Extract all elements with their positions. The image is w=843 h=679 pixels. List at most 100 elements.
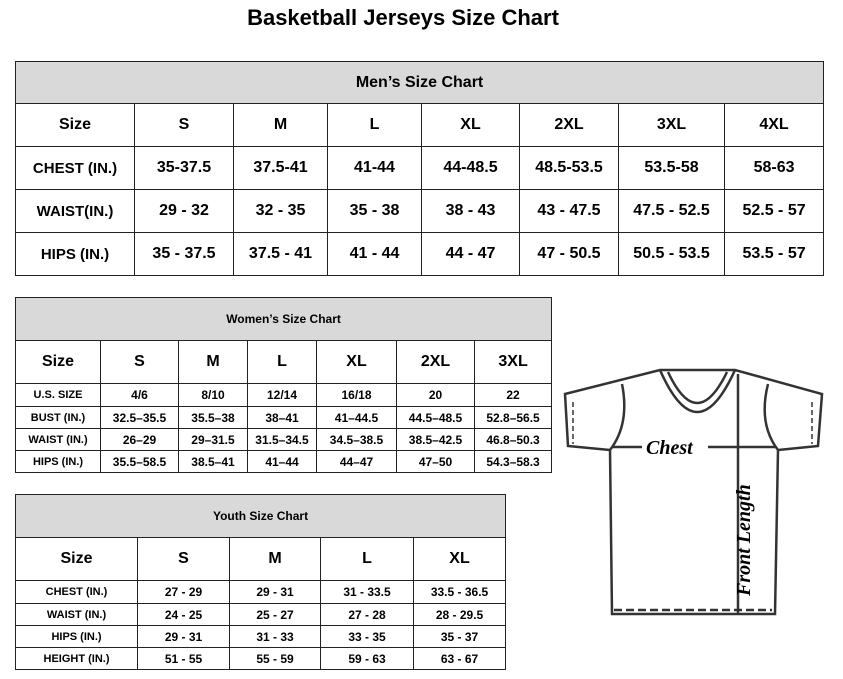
table-cell: 46.8–50.3	[473, 428, 553, 451]
table-cell: 29–31.5	[178, 428, 248, 451]
table-cell: 8/10	[178, 383, 248, 407]
table-row: CHEST (IN.) 27 - 29 29 - 31 31 - 33.5 33.5 -…	[15, 580, 507, 604]
table-cell: 31.5–34.5	[247, 428, 317, 451]
table-cell: 25 - 27	[229, 603, 321, 626]
jersey-diagram: Chest Front Length	[563, 368, 824, 616]
column-header: 4XL	[723, 103, 825, 147]
table-cell: 41–44.5	[316, 406, 397, 429]
table-cell: 52.8–56.5	[473, 406, 553, 429]
table-cell: 48.5-53.5	[519, 146, 619, 190]
column-header: Size	[15, 103, 135, 147]
table-row: WAIST (IN.) 24 - 25 25 - 27 27 - 28 28 - 29.…	[15, 603, 507, 626]
table-cell: 38–41	[247, 406, 317, 429]
table-cell: 32.5–35.5	[100, 406, 179, 429]
table-cell: 28 - 29.5	[412, 603, 507, 626]
womens-size-table: Women’s Size Chart Size S M L XL 2XL 3XL U.S. SI…	[14, 297, 553, 473]
table-cell: 35-37.5	[134, 146, 234, 190]
table-cell: 33.5 - 36.5	[412, 580, 507, 604]
front-length-label: Front Length	[733, 484, 755, 597]
chest-label: Chest	[646, 437, 694, 459]
youth-size-table: Youth Size Chart Size S M L XL CHEST (IN.) 27 -…	[14, 494, 507, 670]
table-title: Youth Size Chart	[14, 494, 507, 538]
table-cell: 47 - 50.5	[519, 232, 619, 276]
table-cell: 47.5 - 52.5	[618, 189, 725, 233]
table-row: HIPS (IN.) 29 - 31 31 - 33 33 - 35 35 - 37	[15, 625, 507, 648]
column-header: 3XL	[473, 340, 553, 384]
column-header: XL	[421, 103, 520, 147]
table-cell: 29 - 32	[134, 189, 234, 233]
table-cell: 44.5–48.5	[396, 406, 475, 429]
row-label: WAIST(IN.)	[15, 189, 135, 233]
table-cell: 55 - 59	[229, 647, 321, 670]
table-cell: 54.3–58.3	[473, 450, 553, 473]
table-cell: 33 - 35	[320, 625, 414, 648]
table-cell: 32 - 35	[233, 189, 328, 233]
column-header: S	[100, 340, 179, 384]
table-cell: 59 - 63	[320, 647, 414, 670]
table-cell: 12/14	[247, 383, 317, 407]
column-header: S	[134, 103, 234, 147]
table-cell: 63 - 67	[412, 647, 507, 670]
table-title: Men’s Size Chart	[14, 61, 825, 104]
header-row: Size S M L XL 2XL 3XL 4XL	[15, 103, 825, 147]
table-cell: 51 - 55	[137, 647, 230, 670]
header-row: Size S M L XL 2XL 3XL	[15, 340, 553, 384]
table-cell: 35 - 37.5	[134, 232, 234, 276]
column-header: M	[233, 103, 328, 147]
table-cell: 58-63	[723, 146, 825, 190]
table-cell: 4/6	[100, 383, 179, 407]
table-cell: 37.5-41	[233, 146, 328, 190]
table-cell: 27 - 29	[137, 580, 230, 604]
row-label: HIPS (IN.)	[15, 232, 135, 276]
column-header: L	[320, 537, 414, 581]
row-label: WAIST (IN.)	[15, 428, 101, 451]
table-cell: 38 - 43	[421, 189, 520, 233]
table-cell: 31 - 33	[229, 625, 321, 648]
column-header: M	[229, 537, 321, 581]
table-cell: 52.5 - 57	[723, 189, 825, 233]
column-header: Size	[15, 537, 138, 581]
table-cell: 34.5–38.5	[316, 428, 397, 451]
row-label: BUST (IN.)	[15, 406, 101, 429]
table-row: U.S. SIZE 4/6 8/10 12/14 16/18 20 22	[15, 383, 553, 407]
table-cell: 47–50	[396, 450, 475, 473]
table-cell: 53.5-58	[618, 146, 725, 190]
table-cell: 35 - 38	[327, 189, 422, 233]
table-cell: 29 - 31	[229, 580, 321, 604]
column-header: L	[327, 103, 422, 147]
table-cell: 43 - 47.5	[519, 189, 619, 233]
table-cell: 20	[396, 383, 475, 407]
table-cell: 35.5–38	[178, 406, 248, 429]
column-header: 2XL	[519, 103, 619, 147]
mens-size-table: Men’s Size Chart Size S M L XL 2XL 3XL 4XL CHEST …	[14, 61, 825, 276]
table-cell: 53.5 - 57	[723, 232, 825, 276]
table-cell: 50.5 - 53.5	[618, 232, 725, 276]
row-label: HIPS (IN.)	[15, 450, 101, 473]
table-cell: 41–44	[247, 450, 317, 473]
table-cell: 41-44	[327, 146, 422, 190]
row-label: HIPS (IN.)	[15, 625, 138, 648]
table-cell: 44–47	[316, 450, 397, 473]
header-row: Size S M L XL	[15, 537, 507, 581]
table-cell: 44 - 47	[421, 232, 520, 276]
column-header: XL	[412, 537, 507, 581]
row-label: WAIST (IN.)	[15, 603, 138, 626]
table-cell: 27 - 28	[320, 603, 414, 626]
table-cell: 26–29	[100, 428, 179, 451]
column-header: M	[178, 340, 248, 384]
column-header: 3XL	[618, 103, 725, 147]
row-label: HEIGHT (IN.)	[15, 647, 138, 670]
column-header: 2XL	[396, 340, 475, 384]
page-title: Basketball Jerseys Size Chart	[247, 5, 559, 30]
table-cell: 41 - 44	[327, 232, 422, 276]
table-cell: 35.5–58.5	[100, 450, 179, 473]
table-row: BUST (IN.) 32.5–35.5 35.5–38 38–41 41–44.5 44…	[15, 406, 553, 429]
table-row: HIPS (IN.) 35.5–58.5 38.5–41 41–44 44–47 47–5…	[15, 450, 553, 473]
row-label: CHEST (IN.)	[15, 580, 138, 604]
table-cell: 38.5–41	[178, 450, 248, 473]
row-label: U.S. SIZE	[15, 383, 101, 407]
table-cell: 22	[473, 383, 553, 407]
table-row: WAIST(IN.) 29 - 32 32 - 35 35 - 38 38 - 43 43…	[15, 189, 825, 233]
table-cell: 44-48.5	[421, 146, 520, 190]
column-header: S	[137, 537, 230, 581]
